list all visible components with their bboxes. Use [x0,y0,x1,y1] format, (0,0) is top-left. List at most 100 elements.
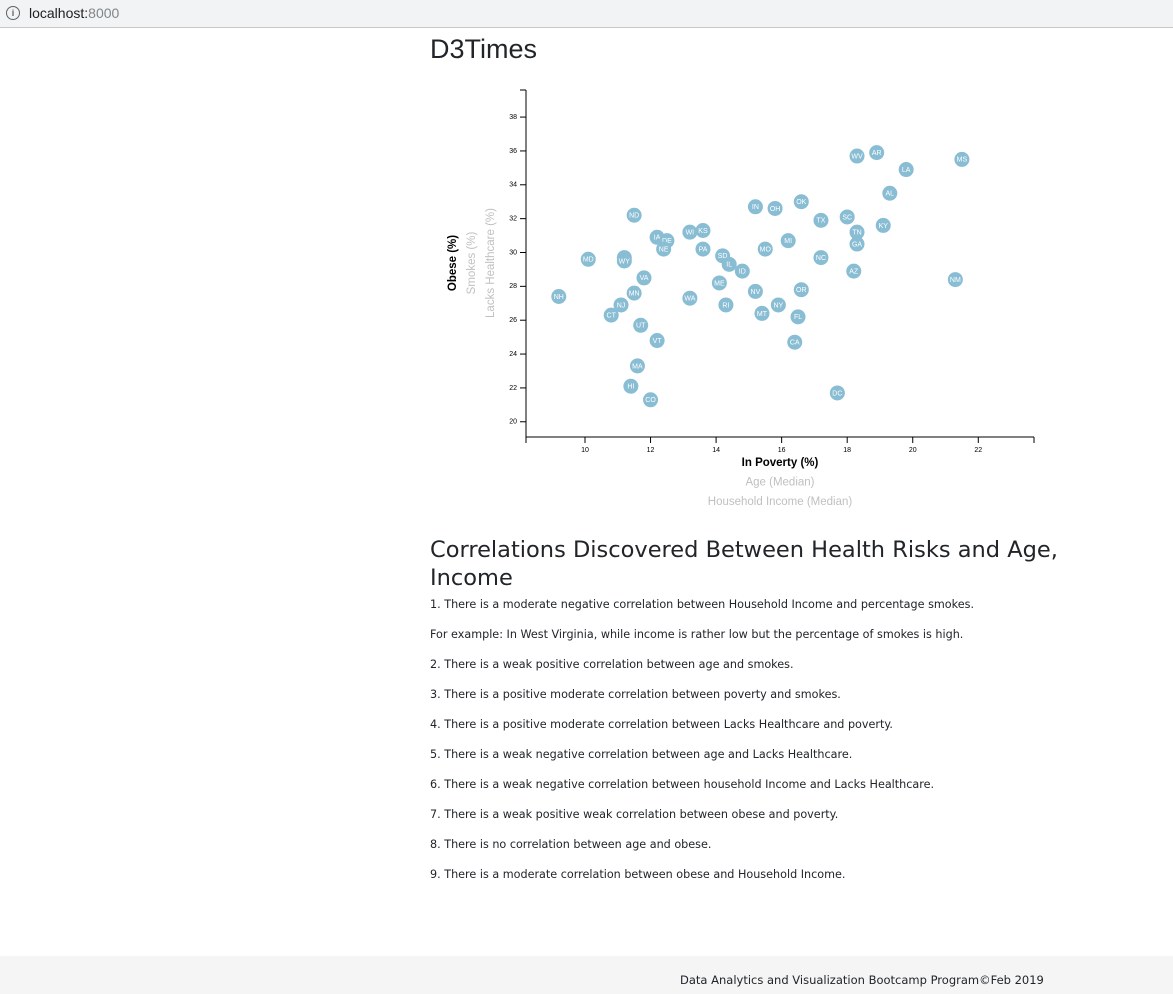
data-point [793,194,809,210]
data-point [626,207,642,223]
data-point [790,309,806,325]
data-point-label: MD [583,257,594,264]
x-axis-option[interactable]: Age (Median) [745,477,814,489]
data-point-label: MA [632,363,643,370]
data-point [623,378,639,394]
data-point [770,297,786,313]
data-point [829,385,845,401]
data-point [898,162,914,178]
scatter-chart: 10 12 14 16 18 20 22 20 22 24 26 28 30 32 34 36 38 NH MD… [447,89,1035,508]
data-point-label: FL [794,314,802,321]
y-tick-label: 30 [509,249,517,256]
data-point-label: WA [684,296,695,303]
data-point-label: ND [629,213,639,220]
data-point [695,222,711,238]
data-point [626,285,642,301]
info-icon[interactable]: i [6,6,20,20]
y-axis-option[interactable]: Smokes (%) [466,232,478,295]
x-tick-label: 22 [974,447,982,454]
data-point-label: WV [851,153,863,160]
y-axis-option[interactable]: Lacks Healthcare (%) [485,208,497,318]
data-point-label: NE [659,246,669,253]
data-point-label: NV [751,289,761,296]
footer-text: Data Analytics and Visualization Bootcam… [680,973,1044,987]
x-tick-label: 14 [712,447,720,454]
x-axis-option[interactable]: Household Income (Median) [708,496,853,508]
y-axis-labels: Obese (%) Smokes (%) Lacks Healthcare (%) [447,208,497,318]
data-point-label: HI [627,384,634,391]
data-point [882,185,898,201]
data-point [656,241,672,257]
data-point-label: OH [770,206,781,213]
data-point [954,151,970,167]
y-tick-label: 22 [509,385,517,392]
data-point-label: UT [636,323,646,330]
data-point [813,250,829,266]
data-point [711,275,727,291]
data-point-label: WY [619,258,631,265]
data-point [603,307,619,323]
data-point-label: KS [698,228,708,235]
y-tick-label: 32 [509,215,517,222]
data-point-label: OK [796,199,806,206]
data-point-label: VA [640,275,649,282]
browser-address-bar: i localhost:8000 [0,0,1173,28]
data-point [839,209,855,225]
data-point [633,317,649,333]
data-point [780,233,796,249]
y-tick-label: 26 [509,317,517,324]
data-point [682,224,698,240]
url-text[interactable]: localhost:8000 [29,5,120,21]
footer: Data Analytics and Visualization Bootcam… [0,956,1173,994]
data-point-label: NJ [617,302,626,309]
data-point-label: SC [842,214,852,221]
data-point [734,263,750,279]
y-axis: 20 22 24 26 28 30 32 34 36 38 [509,89,527,437]
data-point [613,297,629,313]
x-axis: 10 12 14 16 18 20 22 [525,436,1035,454]
data-point [849,236,865,252]
page-title: D3Times [430,34,538,64]
data-point [787,334,803,350]
section-title: Correlations Discovered Between Health R… [430,537,1058,591]
data-point-label: IA [654,235,661,242]
y-tick-label: 34 [509,182,517,189]
data-point-label: TX [816,218,825,225]
data-point [747,283,763,299]
finding-item: 4. There is a positive moderate correlat… [430,718,893,731]
data-point-label: MT [757,311,768,318]
finding-item: 1. There is a moderate negative correlat… [430,598,974,611]
data-point-label: SD [718,253,728,260]
data-point [721,256,737,272]
data-point [869,145,885,161]
finding-item: 8. There is no correlation between age a… [430,838,712,851]
finding-item: 2. There is a weak positive correlation … [430,658,794,671]
x-axis-option[interactable]: In Poverty (%) [742,457,819,469]
data-point-label: KY [879,223,889,230]
data-point [757,241,773,257]
data-point [636,270,652,286]
y-tick-label: 28 [509,283,517,290]
finding-item: 6. There is a weak negative correlation … [430,778,935,791]
data-point-label: MI [784,238,792,245]
y-tick-label: 24 [509,351,517,358]
finding-item: 3. There is a positive moderate correlat… [430,688,841,701]
data-point-label: OR [796,287,807,294]
x-tick-label: 20 [909,447,917,454]
data-point [875,217,891,233]
data-point [747,199,763,215]
y-tick-label: 36 [509,148,517,155]
data-point-label: LA [902,167,911,174]
y-axis-option[interactable]: Obese (%) [447,235,459,291]
data-point [616,253,632,269]
data-point-label: NY [773,302,783,309]
data-point-label: DC [832,390,842,397]
finding-item: 7. There is a weak positive weak correla… [430,808,839,821]
x-tick-label: 16 [778,447,786,454]
data-point-label: DE [662,238,672,245]
data-point [643,392,659,408]
finding-item: 5. There is a weak negative correlation … [430,748,853,761]
x-axis-labels: In Poverty (%) Age (Median) Household Inco… [708,457,853,508]
data-point-label: CO [645,397,656,404]
data-point [947,272,963,288]
